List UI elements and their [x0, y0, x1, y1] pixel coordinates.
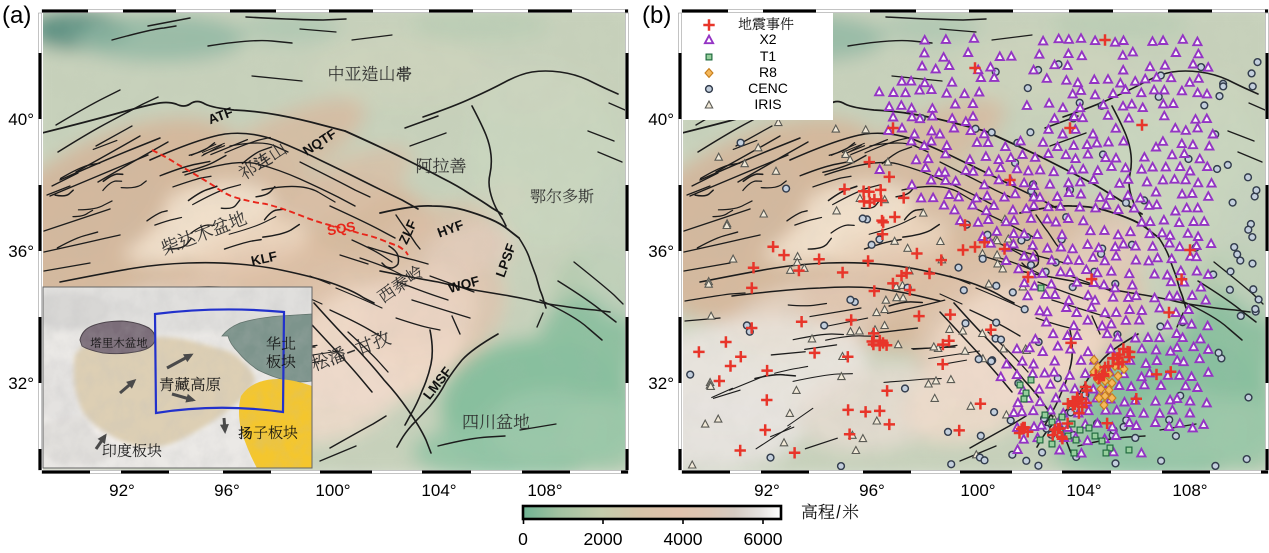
svg-text:32°: 32°: [8, 374, 34, 393]
svg-text:96°: 96°: [859, 481, 885, 500]
svg-text:100°: 100°: [960, 481, 995, 500]
svg-text:104°: 104°: [421, 481, 456, 500]
svg-text:KLF: KLF: [250, 249, 279, 269]
svg-text:36°: 36°: [648, 242, 674, 261]
svg-text:104°: 104°: [1066, 481, 1101, 500]
svg-text:40°: 40°: [8, 110, 34, 129]
svg-text:100°: 100°: [315, 481, 350, 500]
svg-text:92°: 92°: [754, 481, 780, 500]
svg-text:108°: 108°: [1172, 481, 1207, 500]
svg-text:108°: 108°: [527, 481, 562, 500]
svg-text:2000: 2000: [584, 529, 623, 549]
svg-text:96°: 96°: [214, 481, 240, 500]
svg-text:(a): (a): [2, 2, 31, 29]
svg-text:IRIS: IRIS: [754, 96, 781, 112]
svg-text:4000: 4000: [664, 529, 703, 549]
svg-text:CENC: CENC: [748, 80, 788, 96]
svg-text:32°: 32°: [648, 374, 674, 393]
svg-text:92°: 92°: [109, 481, 135, 500]
svg-text:T1: T1: [760, 48, 777, 64]
svg-text:0: 0: [518, 529, 528, 549]
svg-text:40°: 40°: [648, 110, 674, 129]
svg-text:36°: 36°: [8, 242, 34, 261]
svg-text:X2: X2: [759, 31, 776, 47]
svg-text:(b): (b): [642, 2, 671, 29]
svg-text:6000: 6000: [744, 529, 783, 549]
svg-text:SQS: SQS: [326, 219, 357, 239]
svg-text:R8: R8: [759, 64, 777, 80]
